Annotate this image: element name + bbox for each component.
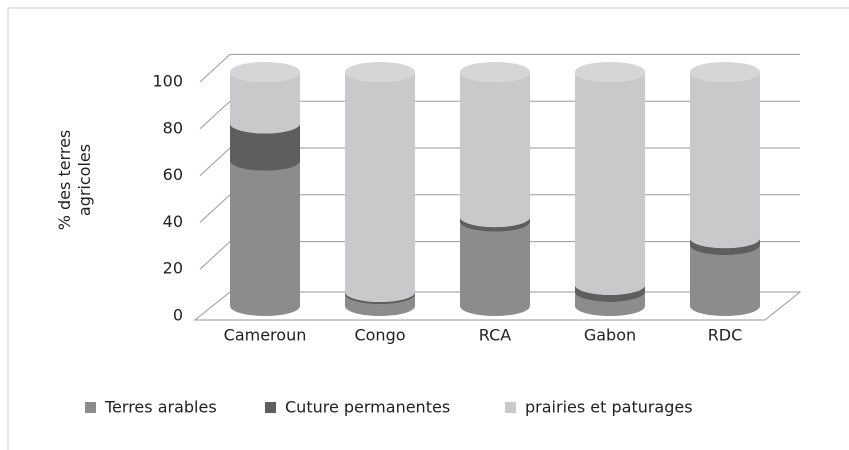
- cylinder-segment: [690, 72, 760, 249]
- y-tick-label: 80: [163, 118, 183, 137]
- cylinder-segment: [575, 291, 645, 316]
- x-tick-label: RDC: [708, 326, 743, 345]
- floor: [193, 291, 802, 321]
- legend-label: Cuture permanentes: [285, 398, 450, 417]
- x-tick-label: Cameroun: [224, 326, 307, 345]
- cylinder-segment: [460, 217, 530, 232]
- y-tick-label: 100: [152, 72, 183, 91]
- legend-swatch: [265, 402, 276, 413]
- cylinder-segment: [345, 291, 415, 305]
- y-axis-label-box: % des terres agricoles: [55, 129, 94, 231]
- cylinder-segment: [460, 72, 530, 228]
- y-tick-label: 20: [163, 259, 183, 278]
- cylinder-segment: [690, 245, 760, 316]
- x-tick-label: RCA: [479, 326, 511, 345]
- legend-swatch: [85, 402, 96, 413]
- legend-swatch: [505, 402, 516, 413]
- x-tick-label: Congo: [354, 326, 405, 345]
- cylinder-top: [460, 62, 530, 82]
- cylinder-segment: [230, 160, 300, 316]
- y-tick-label: 0: [173, 306, 183, 325]
- cylinder-segment: [345, 294, 415, 316]
- cylinder-segment: [575, 72, 645, 295]
- cylinder-top: [345, 62, 415, 82]
- y-axis-label: % des terres agricoles: [55, 129, 94, 231]
- y-tick-label: 60: [163, 165, 183, 184]
- cylinder-segment: [230, 123, 300, 171]
- cylinder-segment: [345, 72, 415, 302]
- cylinder-top: [690, 62, 760, 82]
- cylinder-segment: [230, 72, 300, 134]
- grid-line: [199, 53, 800, 83]
- legend-label: Terres arables: [104, 398, 217, 417]
- cylinder-segment: [690, 238, 760, 256]
- cylinder-segment: [575, 284, 645, 302]
- y-tick-label: 40: [163, 212, 183, 231]
- legend-label: prairies et paturages: [525, 398, 693, 417]
- cylinder-top: [230, 62, 300, 82]
- cylinder-segment: [460, 221, 530, 316]
- x-tick-label: Gabon: [584, 326, 636, 345]
- cylinder-top: [575, 62, 645, 82]
